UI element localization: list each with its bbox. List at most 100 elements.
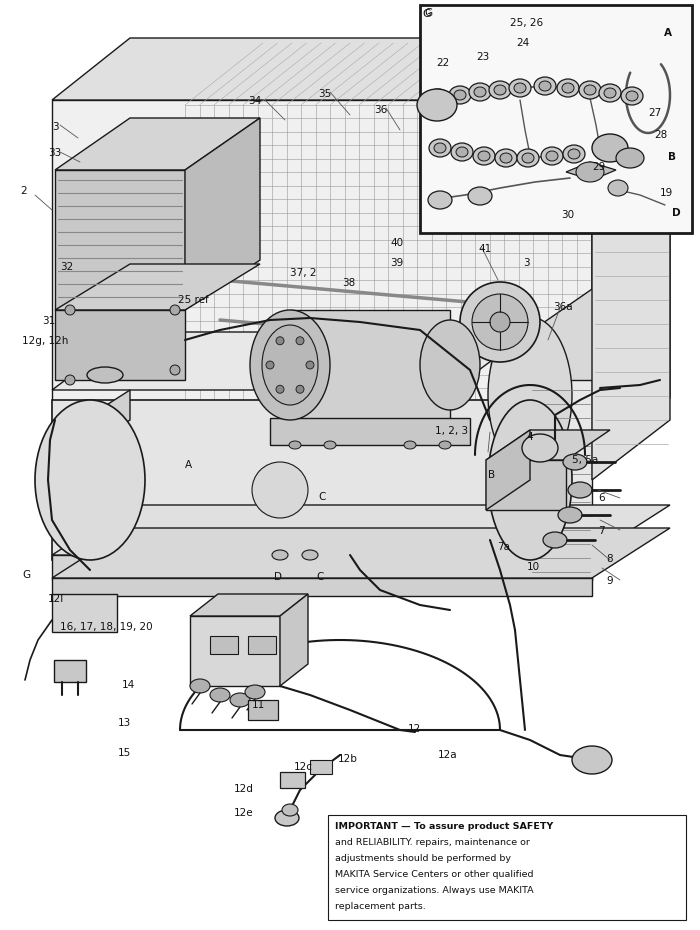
Ellipse shape (608, 180, 628, 196)
Ellipse shape (495, 149, 517, 167)
Bar (420, 5, 692, 233)
Ellipse shape (87, 367, 123, 383)
Ellipse shape (245, 685, 265, 699)
Ellipse shape (420, 320, 480, 410)
Text: 31: 31 (42, 316, 55, 326)
Ellipse shape (439, 441, 451, 449)
Polygon shape (486, 430, 530, 510)
Text: 7: 7 (598, 526, 605, 536)
Ellipse shape (489, 81, 511, 99)
Text: replacement parts.: replacement parts. (335, 902, 426, 911)
Text: 10: 10 (527, 562, 540, 572)
Text: A: A (664, 28, 672, 38)
Text: 24: 24 (516, 38, 529, 48)
Ellipse shape (404, 441, 416, 449)
Ellipse shape (522, 153, 534, 163)
Ellipse shape (490, 312, 510, 332)
Text: IMPORTANT — To assure product SAFETY: IMPORTANT — To assure product SAFETY (335, 822, 553, 831)
Ellipse shape (65, 375, 75, 385)
Bar (248, 700, 278, 720)
Bar (52, 594, 117, 632)
Polygon shape (190, 594, 308, 616)
Bar (54, 660, 86, 682)
Ellipse shape (543, 532, 567, 548)
Ellipse shape (558, 507, 582, 523)
Ellipse shape (478, 151, 490, 161)
Bar (52, 100, 592, 460)
Ellipse shape (509, 79, 531, 97)
Bar (310, 760, 332, 774)
Ellipse shape (210, 688, 230, 702)
Bar (210, 636, 238, 654)
Ellipse shape (427, 89, 449, 107)
Ellipse shape (488, 317, 572, 473)
Ellipse shape (468, 187, 492, 205)
Text: 27: 27 (648, 108, 662, 118)
Ellipse shape (539, 81, 551, 91)
Ellipse shape (434, 143, 446, 153)
Polygon shape (270, 418, 470, 445)
Ellipse shape (616, 148, 644, 168)
Text: 15: 15 (118, 748, 132, 758)
Ellipse shape (262, 325, 318, 405)
Ellipse shape (456, 147, 468, 157)
Text: 14: 14 (122, 680, 135, 690)
Polygon shape (592, 38, 670, 480)
Text: 5, 5a: 5, 5a (572, 455, 598, 465)
Ellipse shape (534, 77, 556, 95)
Text: B: B (668, 152, 676, 162)
Ellipse shape (469, 83, 491, 101)
Text: 30: 30 (561, 210, 574, 220)
Polygon shape (55, 264, 260, 310)
Text: G: G (22, 570, 30, 580)
Ellipse shape (276, 385, 284, 393)
Text: 16, 17, 18, 19, 20: 16, 17, 18, 19, 20 (60, 622, 153, 632)
Text: D: D (274, 572, 282, 582)
Ellipse shape (302, 550, 318, 560)
Polygon shape (486, 430, 610, 460)
Ellipse shape (621, 87, 643, 105)
Ellipse shape (494, 85, 506, 95)
Ellipse shape (432, 93, 444, 103)
Polygon shape (280, 594, 308, 686)
Text: 6: 6 (598, 493, 605, 503)
Ellipse shape (449, 86, 471, 104)
Ellipse shape (460, 282, 540, 362)
Text: 12: 12 (408, 724, 421, 734)
Text: 37, 2: 37, 2 (290, 268, 316, 278)
Bar (52, 555, 592, 580)
Polygon shape (52, 390, 130, 470)
Bar (52, 578, 592, 596)
Ellipse shape (500, 153, 512, 163)
Text: 12d: 12d (234, 784, 254, 794)
Ellipse shape (296, 385, 304, 393)
Text: 32: 32 (60, 262, 74, 272)
Ellipse shape (276, 337, 284, 345)
Ellipse shape (272, 550, 288, 560)
Text: 12a: 12a (438, 750, 458, 760)
Text: 36a: 36a (553, 302, 573, 312)
Ellipse shape (282, 804, 298, 816)
Polygon shape (52, 528, 670, 578)
Ellipse shape (170, 365, 180, 375)
Bar (530, 380, 592, 580)
Ellipse shape (417, 89, 457, 121)
Ellipse shape (562, 83, 574, 93)
Text: 23: 23 (476, 52, 489, 62)
Polygon shape (290, 310, 450, 420)
Text: C: C (316, 572, 323, 582)
Text: 41: 41 (478, 244, 491, 254)
Text: 39: 39 (390, 258, 403, 268)
Ellipse shape (546, 151, 558, 161)
Ellipse shape (65, 305, 75, 315)
Ellipse shape (266, 361, 274, 369)
Bar (190, 616, 280, 686)
Text: 3: 3 (523, 258, 530, 268)
Polygon shape (566, 162, 616, 180)
Text: A: A (185, 460, 192, 470)
Text: 40: 40 (390, 238, 403, 248)
Polygon shape (52, 505, 670, 555)
Ellipse shape (454, 90, 466, 100)
Ellipse shape (572, 746, 612, 774)
Ellipse shape (576, 162, 604, 182)
